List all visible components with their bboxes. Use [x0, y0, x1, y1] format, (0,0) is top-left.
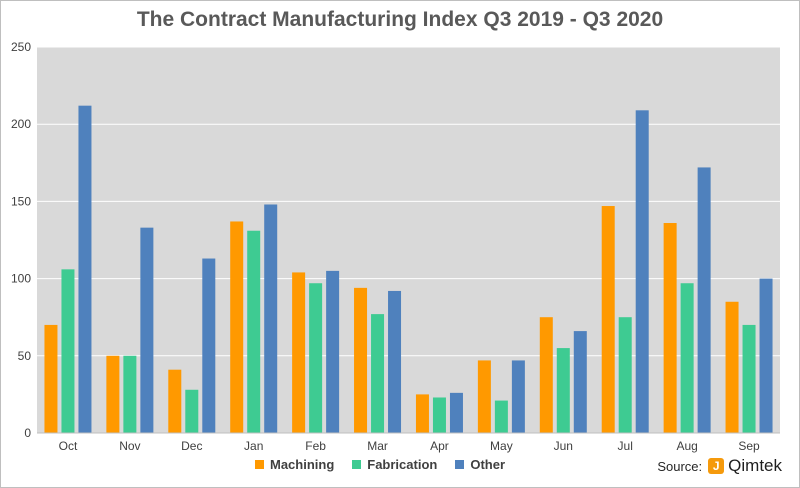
y-tick-label: 0 [24, 426, 31, 440]
bar-machining-nov [106, 355, 120, 433]
legend-item-machining: Machining [254, 457, 335, 472]
bar-fabrication-may [494, 400, 508, 433]
bar-fabrication-feb [309, 283, 323, 433]
bar-fabrication-jun [556, 348, 570, 433]
bar-machining-oct [44, 324, 58, 433]
bar-fabrication-dec [185, 389, 199, 433]
x-tick-label: May [490, 439, 513, 453]
x-tick-label: Apr [430, 439, 449, 453]
brand-logo-icon: J [708, 458, 725, 474]
legend: Machining Fabrication Other [0, 457, 760, 472]
bar-other-jan [264, 204, 278, 433]
bar-other-aug [697, 167, 711, 433]
y-tick-label: 200 [11, 117, 31, 131]
bar-fabrication-mar [371, 314, 385, 433]
source-label: Source: [657, 458, 703, 474]
brand-name: Qimtek [728, 456, 782, 475]
bar-fabrication-nov [123, 355, 137, 433]
bar-other-jul [635, 110, 649, 433]
bar-machining-jun [539, 317, 553, 433]
bar-other-feb [326, 270, 340, 433]
bar-machining-aug [663, 223, 677, 433]
bar-machining-sep [725, 301, 739, 433]
x-tick-label: Jun [554, 439, 573, 453]
bar-machining-dec [168, 369, 182, 433]
bar-other-sep [759, 278, 773, 433]
legend-swatch-machining [254, 460, 264, 469]
bar-fabrication-jul [618, 317, 632, 433]
x-tick-label: Jul [618, 439, 633, 453]
bar-other-oct [78, 105, 92, 433]
x-tick-label: Aug [676, 439, 697, 453]
bar-other-mar [388, 290, 402, 433]
bar-fabrication-jan [247, 230, 261, 433]
chart-title: The Contract Manufacturing Index Q3 2019… [136, 8, 664, 31]
y-tick-label: 50 [18, 349, 32, 363]
brand-logo: J Qimtek [708, 456, 782, 476]
x-tick-label: Jan [244, 439, 263, 453]
bar-machining-feb [292, 272, 306, 433]
y-tick-label: 250 [11, 40, 31, 54]
bar-machining-may [477, 360, 491, 433]
plot-area [37, 47, 780, 433]
x-tick-label: Nov [119, 439, 140, 453]
legend-item-fabrication: Fabrication [352, 457, 437, 472]
legend-label-other: Other [470, 457, 506, 472]
bar-other-nov [140, 227, 154, 433]
source-note: Source: J Qimtek [657, 456, 782, 476]
bar-machining-mar [354, 287, 368, 433]
y-tick-label: 100 [11, 272, 31, 286]
bar-machining-jul [601, 206, 615, 433]
legend-item-other: Other [455, 457, 505, 472]
x-tick-label: Mar [367, 439, 388, 453]
legend-swatch-fabrication [352, 460, 362, 469]
legend-label-machining: Machining [269, 457, 335, 472]
bar-machining-apr [415, 394, 429, 433]
bar-fabrication-oct [61, 269, 75, 433]
legend-swatch-other [455, 460, 465, 469]
x-tick-label: Sep [738, 439, 760, 453]
y-tick-label: 150 [11, 194, 31, 208]
bar-fabrication-apr [432, 397, 446, 433]
bar-machining-jan [230, 221, 244, 433]
bar-fabrication-sep [742, 324, 756, 433]
legend-label-fabrication: Fabrication [367, 457, 438, 472]
bar-fabrication-aug [680, 283, 694, 433]
bar-other-jun [573, 331, 587, 433]
x-tick-label: Oct [59, 439, 78, 453]
bar-other-apr [449, 392, 463, 433]
x-tick-label: Dec [181, 439, 202, 453]
bar-other-dec [202, 258, 216, 433]
x-tick-label: Feb [305, 439, 326, 453]
bar-other-may [511, 360, 525, 433]
